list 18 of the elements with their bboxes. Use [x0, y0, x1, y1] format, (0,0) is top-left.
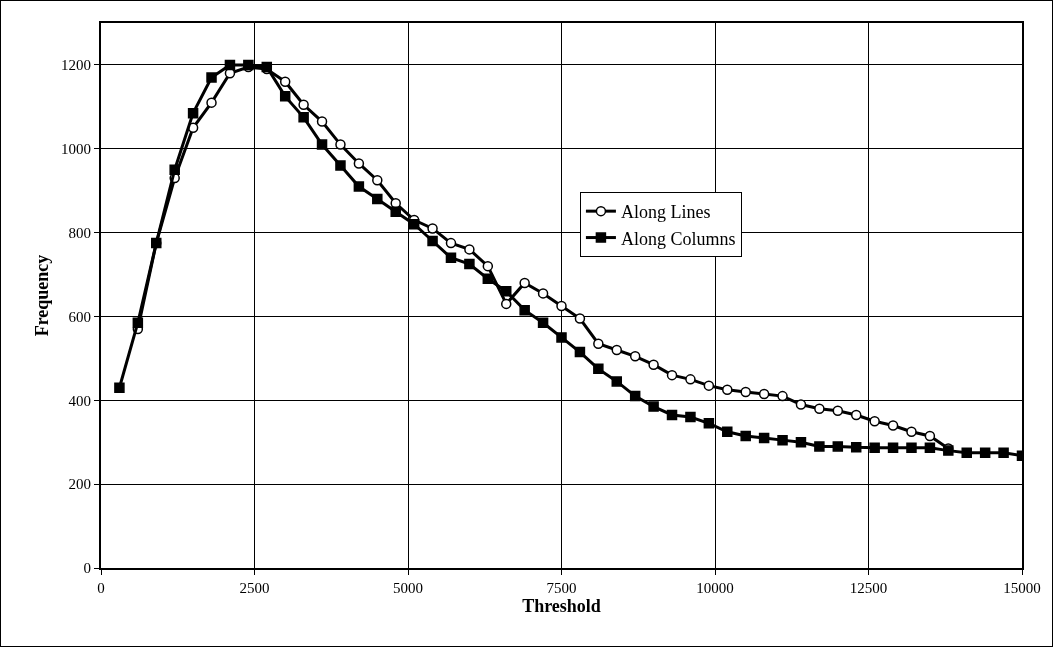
y-tick-label: 200: [68, 476, 91, 493]
y-axis-title: Frequency: [31, 254, 52, 337]
x-axis-title: Threshold: [522, 596, 601, 616]
x-tick-label: 15000: [1003, 580, 1041, 596]
y-tick-label: 0: [83, 560, 91, 577]
x-tick-label: 12500: [849, 580, 888, 596]
y-tick-label: 1000: [61, 141, 91, 158]
y-tick-label: 800: [68, 224, 91, 241]
x-tick-label: 10000: [696, 580, 734, 596]
y-tick-label: 600: [68, 308, 91, 325]
x-tick-label: 7500: [546, 580, 577, 596]
legend-label: Along Lines: [620, 202, 711, 223]
x-tick-label: 0: [97, 580, 105, 596]
y-tick-label: 400: [68, 392, 91, 409]
y-tick-label: 1200: [61, 57, 91, 74]
x-tick-label: 5000: [393, 580, 423, 596]
x-tick-label: 2500: [239, 580, 270, 596]
legend-label: Along Columns: [620, 228, 736, 249]
